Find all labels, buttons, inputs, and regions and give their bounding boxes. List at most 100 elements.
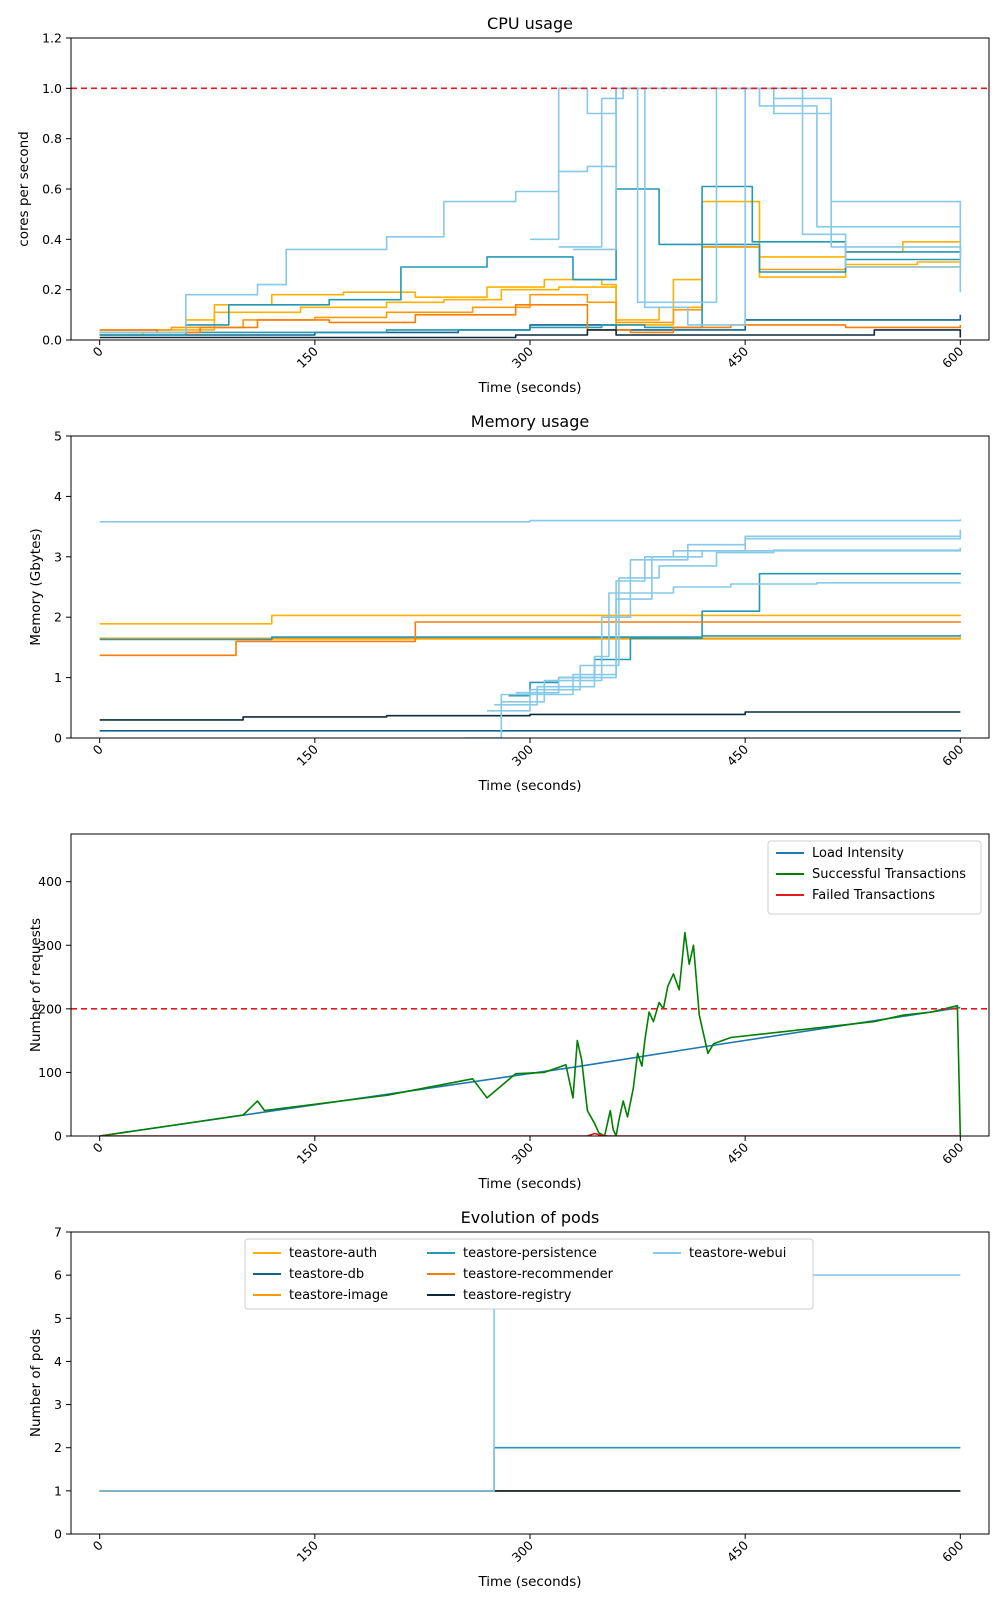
pods-series-teastore-persistence xyxy=(99,1446,961,1492)
requests-legend-label: Failed Transactions xyxy=(812,888,935,903)
memory-ytick-label: 1 xyxy=(54,670,62,685)
pods-legend-label: teastore-recommender xyxy=(463,1267,614,1282)
pods-ytick-label: 2 xyxy=(54,1440,62,1455)
memory-ytick-label: 0 xyxy=(54,731,62,746)
requests-ytick-label: 400 xyxy=(38,874,62,889)
cpu-ytick-label: 1.0 xyxy=(42,81,62,96)
pods-legend-box xyxy=(244,1238,814,1310)
memory-series-teastore-registry xyxy=(99,711,961,721)
pods-xtick-label: 600 xyxy=(939,1537,967,1565)
requests-ytick-label: 200 xyxy=(38,1001,62,1016)
pods-legend-label: teastore-persistence xyxy=(463,1246,597,1261)
pods-ytick-label: 7 xyxy=(54,1225,62,1240)
requests-xtick-label: 450 xyxy=(724,1139,752,1167)
pods-ytick-label: 4 xyxy=(54,1354,62,1369)
cpu-xlabel: Time (seconds) xyxy=(477,380,581,396)
requests-xtick-label: 0 xyxy=(90,1139,106,1155)
cpu-ytick-label: 0.8 xyxy=(42,131,62,146)
memory-xtick-label: 300 xyxy=(509,741,537,769)
cpu-series-teastore-persistence xyxy=(99,243,962,334)
memory-series-teastore-db xyxy=(99,730,962,732)
requests-panel: 0 100 200 300 400 0 150 300 450 600 Time (seconds)… xyxy=(28,833,990,1192)
memory-series-teastore-webui xyxy=(494,582,962,706)
cpu-series-teastore-registry xyxy=(99,329,962,339)
cpu-series-group xyxy=(99,87,962,339)
memory-series-teastore-webui xyxy=(501,535,962,703)
pods-ylabel: Number of pods xyxy=(28,1329,44,1437)
cpu-title: CPU usage xyxy=(487,14,573,33)
pods-xtick-label: 0 xyxy=(90,1537,106,1553)
requests-xlabel: Time (seconds) xyxy=(477,1176,581,1192)
cpu-ytick-label: 0.2 xyxy=(42,282,62,297)
memory-ytick-label: 5 xyxy=(54,429,62,444)
memory-ytick-label: 3 xyxy=(54,549,62,564)
memory-series-group xyxy=(99,519,962,738)
memory-series-teastore-recommender xyxy=(99,621,962,657)
pods-ytick-label: 3 xyxy=(54,1397,62,1412)
memory-series-teastore-webui xyxy=(465,529,962,738)
cpu-series-teastore-webui xyxy=(558,87,962,304)
memory-xtick-label: 0 xyxy=(90,741,106,757)
cpu-ytick-label: 0.4 xyxy=(42,232,62,247)
pods-xlabel: Time (seconds) xyxy=(477,1574,581,1590)
memory-series-teastore-webui xyxy=(515,549,962,694)
cpu-xtick-label: 300 xyxy=(509,343,537,371)
pods-legend-label: teastore-auth xyxy=(289,1246,377,1261)
cpu-series-teastore-auth xyxy=(99,246,962,334)
memory-axes-frame xyxy=(70,435,990,739)
memory-series-teastore-auth xyxy=(99,614,962,625)
memory-ytick-label: 2 xyxy=(54,610,62,625)
pods-ytick-label: 0 xyxy=(54,1527,62,1542)
memory-ylabel: Memory (Gbytes) xyxy=(28,528,44,645)
pods-xtick-label: 450 xyxy=(724,1537,752,1565)
memory-series-teastore-webui xyxy=(99,519,962,523)
pods-axes-frame xyxy=(70,1231,990,1535)
pods-title: Evolution of pods xyxy=(461,1208,600,1227)
requests-legend-label: Load Intensity xyxy=(812,846,904,861)
requests-xtick-label: 600 xyxy=(939,1139,967,1167)
requests-ytick-label: 300 xyxy=(38,938,62,953)
requests-legend-box xyxy=(767,840,982,915)
cpu-series-teastore-webui xyxy=(573,87,962,326)
pods-legend-label: teastore-webui xyxy=(689,1246,786,1261)
memory-xtick-label: 450 xyxy=(724,741,752,769)
requests-xtick-label: 300 xyxy=(509,1139,537,1167)
cpu-panel: CPU usage 0.0 0.2 0.4 0.6 0.8 1.0 1.2 0 150 300 450… xyxy=(16,14,990,396)
pods-legend-label: teastore-image xyxy=(289,1288,388,1303)
requests-series-group xyxy=(99,931,962,1136)
cpu-xtick-label: 600 xyxy=(939,343,967,371)
memory-xtick-label: 150 xyxy=(293,741,321,769)
requests-ylabel: Number of requests xyxy=(28,918,44,1052)
cpu-series-teastore-persistence xyxy=(99,185,962,336)
memory-series-teastore-persistence xyxy=(508,572,962,697)
cpu-ytick-label: 0.6 xyxy=(42,182,62,197)
memory-ytick-label: 4 xyxy=(54,489,62,504)
memory-xtick-label: 600 xyxy=(939,741,967,769)
pods-legend-label: teastore-registry xyxy=(463,1288,572,1303)
requests-xtick-label: 150 xyxy=(293,1139,321,1167)
cpu-axes-frame xyxy=(70,37,990,341)
pods-ytick-label: 5 xyxy=(54,1311,62,1326)
pods-xtick-label: 300 xyxy=(509,1537,537,1565)
memory-xlabel: Time (seconds) xyxy=(477,778,581,794)
cpu-ytick-label: 1.2 xyxy=(42,31,62,46)
requests-axes-frame xyxy=(70,833,990,1137)
pods-panel: Evolution of pods 0 1 2 3 4 5 6 7 0 150 300 450 600 Ti… xyxy=(28,1208,990,1590)
cpu-ytick-label: 0.0 xyxy=(42,333,62,348)
requests-series-Successful Transactions xyxy=(99,931,962,1136)
pods-legend-label: teastore-db xyxy=(289,1267,364,1282)
requests-series-Failed Transactions xyxy=(99,1132,961,1136)
pods-xtick-label: 150 xyxy=(293,1537,321,1565)
cpu-ylabel: cores per second xyxy=(16,131,32,246)
memory-title: Memory usage xyxy=(471,412,589,431)
cpu-xtick-label: 0 xyxy=(90,343,106,359)
cpu-xtick-label: 150 xyxy=(293,343,321,371)
requests-legend-label: Successful Transactions xyxy=(812,867,966,882)
requests-ytick-label: 100 xyxy=(38,1065,62,1080)
pods-ytick-label: 1 xyxy=(54,1483,62,1498)
cpu-xtick-label: 450 xyxy=(724,343,752,371)
requests-ytick-label: 0 xyxy=(54,1129,62,1144)
pods-ytick-label: 6 xyxy=(54,1268,62,1283)
